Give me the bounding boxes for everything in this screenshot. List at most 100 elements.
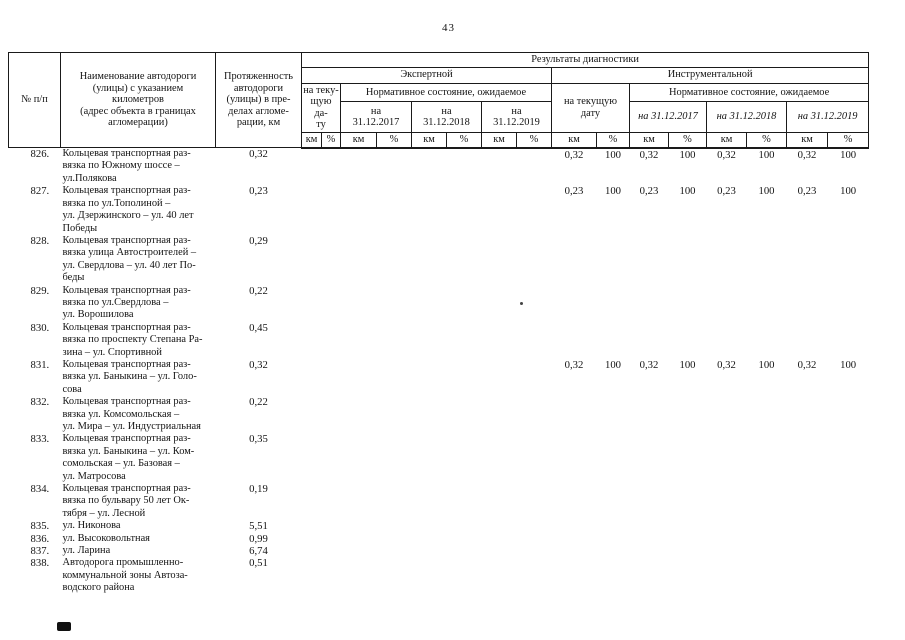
table-row: 837. ул. Ларина 6,74 <box>9 545 869 557</box>
value-cell <box>377 285 412 322</box>
value-cell <box>597 285 630 322</box>
value-cell <box>630 483 669 520</box>
subheader-km: км <box>340 131 377 149</box>
subheader-km: км <box>301 131 322 149</box>
value-cell <box>377 235 412 285</box>
col-header-road-name: Наименование автодороги (улицы) с указан… <box>60 51 216 149</box>
value-cell <box>669 322 707 359</box>
value-cell <box>341 545 377 557</box>
value-cell <box>447 433 482 483</box>
value-cell <box>341 148 377 186</box>
value-cell <box>787 433 828 483</box>
value-cell <box>322 322 341 359</box>
value-cell <box>517 557 552 594</box>
row-num: 838. <box>30 557 50 570</box>
value-cell <box>669 533 707 545</box>
col-header-expert: Экспертной <box>301 66 552 84</box>
value-cell <box>828 545 869 557</box>
value-cell: 0,23 <box>639 185 659 198</box>
value-cell <box>341 557 377 594</box>
value-cell <box>412 359 447 396</box>
subheader-pct: % <box>321 131 341 149</box>
value-cell <box>517 545 552 557</box>
value-cell <box>517 396 552 433</box>
value-cell <box>787 285 828 322</box>
value-cell <box>412 520 447 532</box>
value-cell <box>447 235 482 285</box>
value-cell <box>552 520 597 532</box>
subheader-pct: % <box>376 131 412 149</box>
value-cell <box>482 520 517 532</box>
value-cell: 100 <box>604 185 622 198</box>
value-cell <box>322 235 341 285</box>
value-cell <box>412 533 447 545</box>
value-cell <box>747 235 787 285</box>
value-cell <box>669 235 707 285</box>
value-cell: 100 <box>758 185 775 198</box>
row-num: 826. <box>30 148 50 161</box>
value-cell <box>482 483 517 520</box>
value-cell <box>517 483 552 520</box>
value-cell <box>669 520 707 532</box>
table-row: 833. Кольцевая транспортная раз- вязка ул… <box>9 433 869 483</box>
value-cell <box>322 396 341 433</box>
value-cell <box>517 148 552 186</box>
col-header-instr-2018: на 31.12.2018 <box>706 101 787 133</box>
value-cell <box>341 322 377 359</box>
subheader-km: км <box>551 131 597 149</box>
value-cell <box>552 235 597 285</box>
value-cell: 0,32 <box>639 148 659 161</box>
value-cell <box>412 396 447 433</box>
value-cell <box>747 545 787 557</box>
value-cell <box>597 483 630 520</box>
value-cell <box>447 545 482 557</box>
value-cell <box>412 557 447 594</box>
value-cell: 100 <box>679 148 696 161</box>
value-cell: 0,32 <box>564 358 584 371</box>
value-cell <box>787 557 828 594</box>
value-cell <box>597 557 630 594</box>
value-cell <box>302 483 322 520</box>
value-cell <box>482 235 517 285</box>
road-name: Кольцевая транспортная раз- вязка по про… <box>62 321 203 358</box>
value-cell <box>377 359 412 396</box>
value-cell <box>447 483 482 520</box>
road-length: 0,22 <box>249 396 268 409</box>
value-cell <box>302 359 322 396</box>
value-cell <box>447 533 482 545</box>
road-name: Кольцевая транспортная раз- вязка по Южн… <box>62 148 191 184</box>
value-cell <box>482 433 517 483</box>
road-length: 0,45 <box>249 321 268 334</box>
value-cell <box>828 533 869 545</box>
table-row: 831. Кольцевая транспортная раз- вязка ул… <box>9 359 869 396</box>
value-cell <box>412 322 447 359</box>
subheader-pct: % <box>826 131 870 149</box>
road-length: 5,51 <box>249 520 268 533</box>
value-cell <box>377 322 412 359</box>
scan-speck <box>520 302 523 305</box>
row-num: 833. <box>30 433 50 446</box>
value-cell <box>552 483 597 520</box>
value-cell <box>482 322 517 359</box>
value-cell: 100 <box>679 358 696 371</box>
value-cell: 100 <box>604 148 622 161</box>
subheader-pct: % <box>668 131 707 149</box>
value-cell <box>482 545 517 557</box>
road-length: 0,35 <box>249 433 268 446</box>
value-cell <box>322 483 341 520</box>
col-header-num: № п/п <box>8 51 61 149</box>
value-cell <box>597 235 630 285</box>
table-row: 827. Кольцевая транспортная раз- вязка по… <box>9 185 869 235</box>
value-cell <box>630 285 669 322</box>
road-name: ул. Ларина <box>62 545 111 557</box>
value-cell <box>597 433 630 483</box>
table-row: 828. Кольцевая транспортная раз- вязка ул… <box>9 235 869 285</box>
value-cell <box>787 520 828 532</box>
value-cell <box>412 545 447 557</box>
value-cell <box>517 433 552 483</box>
value-cell <box>322 148 341 186</box>
table-body: 826. Кольцевая транспортная раз- вязка по… <box>9 148 869 595</box>
value-cell <box>412 483 447 520</box>
value-cell <box>322 520 341 532</box>
subheader-pct: % <box>446 131 482 149</box>
